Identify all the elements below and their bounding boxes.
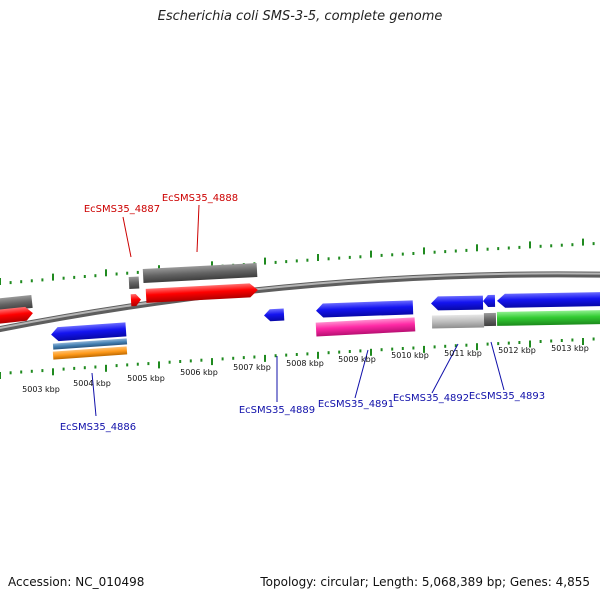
gene-label-4886[interactable]: EcSMS35_4886 <box>60 422 136 433</box>
gene-magenta-4891[interactable] <box>315 317 416 337</box>
tick-label-5006: 5006 kbp <box>180 368 218 377</box>
leader-4891 <box>354 349 369 399</box>
tick-label-5013: 5013 kbp <box>551 344 589 353</box>
map-title: Escherichia coli SMS-3-5, complete genom… <box>157 9 443 24</box>
gene-blue-4892[interactable] <box>431 295 484 311</box>
gene-label-4893[interactable]: EcSMS35_4893 <box>469 391 545 402</box>
tick-label-5010: 5010 kbp <box>391 351 429 360</box>
tick-label-5012: 5012 kbp <box>498 346 536 355</box>
tick-label-5003: 5003 kbp <box>22 385 60 394</box>
leader-4887 <box>122 216 132 258</box>
gene-blue-4893[interactable] <box>483 294 496 308</box>
gene-label-4892[interactable]: EcSMS35_4892 <box>393 393 469 404</box>
leader-4888 <box>196 204 200 253</box>
gene-red-4888[interactable] <box>145 283 259 303</box>
gene-blue-right[interactable] <box>497 292 600 308</box>
gene-orange-4886[interactable] <box>52 346 128 360</box>
tick-label-5005: 5005 kbp <box>127 374 165 383</box>
leader-4886 <box>91 372 97 417</box>
gene-green-right[interactable] <box>496 310 600 326</box>
tick-label-5004: 5004 kbp <box>73 379 111 388</box>
gene-darkgray-4893[interactable] <box>483 312 497 327</box>
leader-4893 <box>490 341 505 391</box>
gene-lightgray-4892[interactable] <box>431 314 485 329</box>
genome-backbone-highlight <box>0 272 600 330</box>
tick-label-5008: 5008 kbp <box>286 359 324 368</box>
gene-gray-4887[interactable] <box>128 276 140 290</box>
kbp-labels: 5003 kbp 5004 kbp 5005 kbp 5006 kbp 5007… <box>22 344 589 394</box>
gene-label-4891[interactable]: EcSMS35_4891 <box>318 399 394 410</box>
gene-label-4889[interactable]: EcSMS35_4889 <box>239 405 315 416</box>
tick-label-5009: 5009 kbp <box>338 355 376 364</box>
gene-label-4887[interactable]: EcSMS35_4887 <box>84 204 160 215</box>
inner-tick-ring <box>0 337 595 379</box>
gene-steelblue-4886[interactable] <box>52 338 128 350</box>
outer-tick-ring <box>0 238 595 285</box>
gene-label-4888[interactable]: EcSMS35_4888 <box>162 193 238 204</box>
gene-blue-4891[interactable] <box>316 300 414 318</box>
tick-label-5007: 5007 kbp <box>233 363 271 372</box>
gene-blue-4886[interactable] <box>51 322 127 342</box>
accession-text: Accession: NC_010498 <box>8 575 145 589</box>
tick-label-5011: 5011 kbp <box>444 349 482 358</box>
leader-4892 <box>431 343 459 394</box>
gene-gray-4888[interactable] <box>142 263 258 283</box>
topology-text: Topology: circular; Length: 5,068,389 bp… <box>260 575 590 589</box>
gene-red-left[interactable] <box>0 306 34 325</box>
gene-blue-4889[interactable] <box>264 308 285 322</box>
gene-red-4887[interactable] <box>130 293 142 307</box>
